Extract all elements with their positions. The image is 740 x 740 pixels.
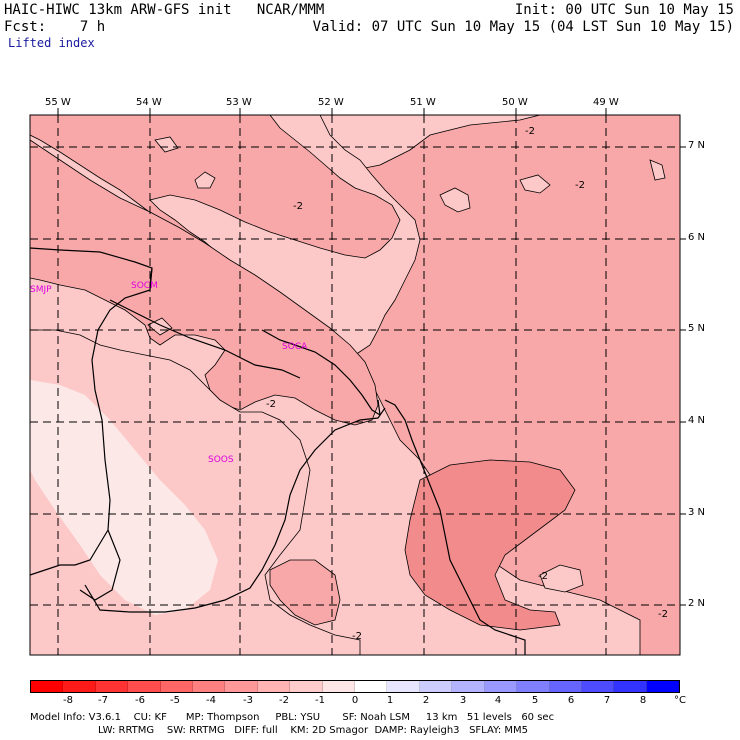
lat-label-2n: 2 N [688, 598, 706, 609]
coast-north-shore [261, 329, 381, 416]
border-mid [109, 299, 301, 379]
colorbar-swatch [31, 681, 64, 692]
colorbar-swatch [128, 681, 161, 692]
light-island-4 [154, 136, 179, 153]
coastlines-borders [29, 247, 526, 655]
colorbar-tick: 5 [531, 695, 539, 706]
colorbar-swatch [290, 681, 323, 692]
lifted-index-region-nw [30, 139, 379, 426]
contour-label: -2 [658, 609, 668, 620]
lon-label-52w: 52 W [318, 97, 344, 108]
light-island-6 [649, 159, 666, 181]
border-sw [79, 529, 121, 601]
model-info-line2: LW: RRTMG SW: RRTMG DIFF: full KM: 2D Sm… [98, 725, 528, 736]
contour-label: -2 [352, 631, 362, 642]
field-name: Lifted index [8, 36, 95, 50]
colorbar-swatch [193, 681, 226, 692]
model-info-line1: Model Info: V3.6.1 CU: KF MP: Thompson P… [30, 712, 555, 723]
lon-label-54w: 54 W [136, 97, 162, 108]
lon-label-55w: 55 W [45, 97, 71, 108]
colorbar-swatch [387, 681, 420, 692]
colorbar-tick: -5 [170, 695, 180, 706]
axis-ticks [57, 108, 686, 606]
colorbar-tick: -3 [243, 695, 253, 706]
colorbar-swatch [646, 681, 680, 692]
colorbar-swatch [549, 681, 582, 692]
station-label: SOCA [282, 342, 308, 352]
station-label: SMJP [30, 285, 52, 295]
colorbar-tick: -1 [315, 695, 325, 706]
colorbar-swatch [517, 681, 550, 692]
lifted-index-region-whitish [30, 380, 218, 615]
lifted-index-region-light-north [149, 115, 421, 356]
colorbar-tick: -2 [279, 695, 289, 706]
contour-label: -2 [525, 126, 535, 137]
map-frame [29, 114, 681, 656]
colorbar-tick: 6 [567, 695, 575, 706]
colorbar-tick: -4 [206, 695, 216, 706]
lon-label-51w: 51 W [410, 97, 436, 108]
contour-label: -2 [266, 399, 276, 410]
colorbar-swatch [614, 681, 647, 692]
coast-amapa [384, 399, 526, 655]
light-island-5 [539, 564, 584, 593]
colorbar-tick: -7 [98, 695, 108, 706]
colorbar-swatch [63, 681, 96, 692]
colorbar-tick: 8 [639, 695, 647, 706]
colorbar-unit: °C [674, 695, 686, 706]
colorbar-swatch [419, 681, 453, 692]
border-suriname-guiana [149, 267, 153, 286]
contour-label: -2 [538, 571, 548, 582]
colorbar-tick: 7 [603, 695, 611, 706]
colorbar-swatch [160, 681, 194, 692]
colorbar-swatch [484, 681, 518, 692]
colorbar-tick: 0 [351, 695, 359, 706]
colorbar-swatch [225, 681, 258, 692]
forecast-hour: Fcst: 7 h [4, 19, 106, 35]
lat-label-4n: 4 N [688, 415, 706, 426]
init-time: Init: 00 UTC Sun 10 May 15 [514, 2, 734, 18]
lat-label-6n: 6 N [688, 232, 706, 243]
colorbar-swatch [355, 681, 388, 692]
lon-label-53w: 53 W [226, 97, 252, 108]
contour-label: -2 [293, 201, 303, 212]
lat-label-3n: 3 N [688, 507, 706, 518]
lifted-index-region-mid-south [269, 559, 341, 626]
colorbar-swatch [322, 681, 356, 692]
colorbar-tick: 1 [386, 695, 394, 706]
light-island-1 [439, 187, 471, 213]
colorbar-swatch [95, 681, 129, 692]
lon-label-49w: 49 W [593, 97, 619, 108]
valid-time: Valid: 07 UTC Sun 10 May 15 (04 LST Sun … [312, 19, 734, 35]
coastline-west-border [29, 247, 153, 576]
station-label: SOOS [208, 455, 234, 465]
lon-label-50w: 50 W [502, 97, 528, 108]
colorbar-tick: 2 [422, 695, 430, 706]
lat-label-5n: 5 N [688, 323, 706, 334]
station-label: SOCM [131, 281, 158, 291]
colorbar-tick: 3 [459, 695, 467, 706]
colorbar-tick: -6 [135, 695, 145, 706]
light-island-2 [519, 174, 551, 194]
model-title: HAIC-HIWC 13km ARW-GFS init NCAR/MMM [4, 2, 325, 18]
border-south [84, 407, 386, 613]
contour-label: -2 [575, 180, 585, 191]
colorbar-tick: 4 [494, 695, 502, 706]
colorbar-swatch [257, 681, 291, 692]
colorbar-swatch [452, 681, 485, 692]
light-island-3 [194, 171, 216, 189]
colorbar-swatch [581, 681, 615, 692]
lat-label-7n: 7 N [688, 140, 706, 151]
graticule [30, 115, 680, 655]
colorbar [30, 680, 680, 693]
coast-amapa-inner [377, 399, 381, 416]
colorbar-tick: -8 [63, 695, 73, 706]
